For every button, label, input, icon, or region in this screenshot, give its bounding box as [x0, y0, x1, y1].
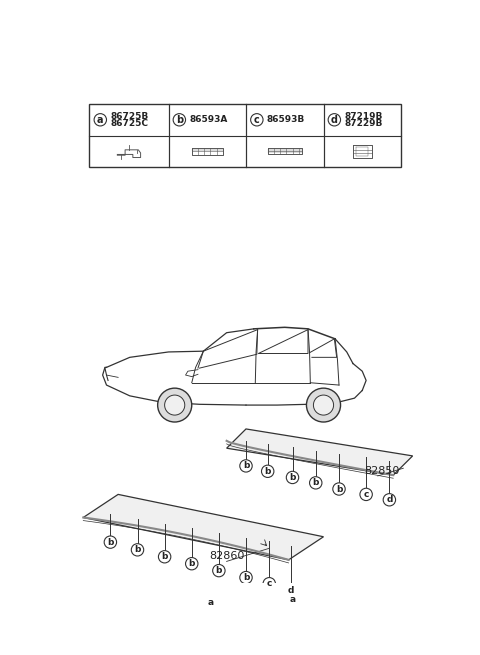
Circle shape	[262, 465, 274, 477]
Circle shape	[173, 113, 186, 126]
Text: 87229B: 87229B	[345, 119, 383, 128]
Text: b: b	[134, 546, 141, 554]
Circle shape	[213, 565, 225, 577]
Circle shape	[310, 477, 322, 489]
Circle shape	[313, 395, 334, 415]
Text: c: c	[363, 490, 369, 499]
Polygon shape	[227, 429, 413, 475]
Circle shape	[240, 460, 252, 472]
Text: b: b	[243, 573, 249, 582]
Text: a: a	[208, 598, 214, 607]
Circle shape	[251, 113, 263, 126]
Text: b: b	[289, 473, 296, 482]
Bar	[89, 104, 401, 167]
Text: b: b	[107, 538, 114, 547]
Text: b: b	[216, 566, 222, 575]
Circle shape	[328, 113, 340, 126]
Text: b: b	[312, 478, 319, 487]
Text: 86725C: 86725C	[110, 119, 148, 128]
Text: b: b	[161, 552, 168, 561]
Text: d: d	[331, 115, 338, 125]
Circle shape	[165, 395, 185, 415]
Circle shape	[263, 578, 276, 590]
Circle shape	[104, 536, 117, 548]
Text: 86593A: 86593A	[190, 115, 228, 124]
Circle shape	[286, 593, 300, 607]
Circle shape	[285, 584, 297, 597]
Circle shape	[240, 571, 252, 584]
Text: 87219B: 87219B	[345, 112, 383, 121]
Circle shape	[94, 113, 107, 126]
Circle shape	[157, 388, 192, 422]
Text: 82850: 82850	[364, 466, 399, 476]
Text: b: b	[243, 461, 249, 470]
Text: c: c	[254, 115, 260, 125]
Text: b: b	[176, 115, 183, 125]
Circle shape	[383, 494, 396, 506]
Text: 86725B: 86725B	[110, 112, 149, 121]
Circle shape	[333, 483, 345, 495]
Text: d: d	[386, 495, 393, 504]
Text: b: b	[189, 559, 195, 568]
Circle shape	[132, 544, 144, 556]
Text: a: a	[97, 115, 104, 125]
Circle shape	[286, 472, 299, 483]
Text: b: b	[264, 467, 271, 476]
Text: a: a	[289, 595, 296, 605]
Circle shape	[306, 388, 340, 422]
Text: 82860: 82860	[209, 552, 244, 561]
Circle shape	[186, 557, 198, 570]
Circle shape	[360, 488, 372, 500]
Text: b: b	[336, 485, 342, 493]
Text: c: c	[266, 579, 272, 588]
Text: d: d	[288, 586, 294, 595]
Circle shape	[158, 551, 171, 563]
Polygon shape	[83, 495, 324, 560]
Circle shape	[204, 595, 218, 609]
Text: 86593B: 86593B	[267, 115, 305, 124]
